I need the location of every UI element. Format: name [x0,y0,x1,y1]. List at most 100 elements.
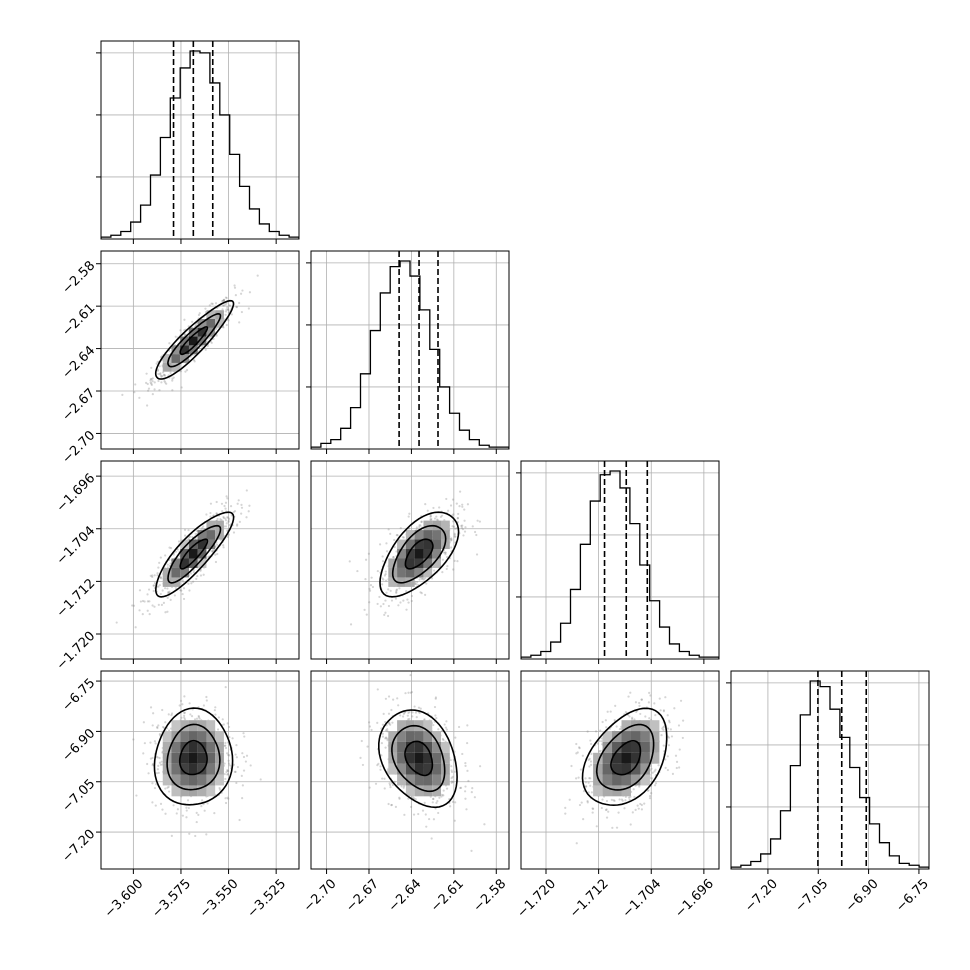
sample-point [224,744,227,747]
sample-point [168,349,171,352]
sample-point [215,334,218,337]
density-cell [414,539,424,550]
sample-point [161,708,164,712]
sample-point [457,512,460,516]
sample-point [179,699,183,702]
sample-point [160,577,163,580]
sample-point [475,553,479,556]
contour-line [179,326,209,356]
sample-point [461,503,464,506]
sample-point [359,756,362,759]
sample-point [398,796,401,799]
sample-point [183,716,186,719]
sample-point [648,717,651,720]
sample-point [395,591,398,594]
sample-point [138,589,142,592]
sample-point [227,520,230,523]
sample-point [435,518,439,521]
density-cell [171,362,181,372]
contour-line [404,740,434,777]
sample-point [371,585,375,589]
x-tick-label: −6.90 [843,876,882,915]
density-cell [405,530,415,540]
sample-point [205,513,208,516]
sample-point [473,796,476,799]
sample-point [163,587,167,590]
sample-point [159,372,162,375]
y-tick-label: −2.58 [60,258,99,297]
x-tick-label: −2.64 [386,876,425,915]
density-cell [432,752,442,764]
sample-point [218,788,222,791]
density-cell [397,774,406,786]
density-cells [162,720,224,797]
density-cell [593,785,603,797]
sample-point [405,589,408,593]
sample-point [640,808,644,811]
sample-point [176,808,180,811]
sample-point [172,376,175,379]
y-tick-label: −2.61 [60,301,99,340]
scatter-panel-2-1 [310,460,510,664]
sample-point [195,820,198,824]
sample-point [182,587,186,590]
density-cell [414,530,424,540]
sample-point [674,754,678,757]
sample-point [639,802,642,806]
sample-point [176,548,179,551]
density-cell [630,731,641,742]
sample-point [394,805,398,808]
sample-point [158,365,161,368]
sample-point [438,506,441,509]
density-cell [162,741,172,753]
density-cell [162,362,172,372]
x-tick-label: −2.61 [428,876,467,915]
density-cell [397,731,406,742]
sample-point [466,503,470,506]
sample-point [171,389,174,392]
sample-point [156,726,159,730]
sample-point [453,533,456,536]
sample-point [227,308,230,312]
contour-line [404,538,434,570]
x-tick-label: −3.600 [102,876,147,921]
sample-point [651,777,654,780]
density-cell [215,318,224,328]
sample-point [377,762,380,765]
sample-point [224,801,228,805]
sample-point [415,716,418,719]
contour-line [154,511,235,598]
sample-point [383,777,386,780]
sample-point [166,563,169,566]
sample-point [384,611,387,614]
sample-point [234,770,237,773]
sample-point [606,710,609,713]
sample-point [181,814,184,817]
sample-point [432,797,435,801]
sample-point [177,540,181,543]
sample-point [138,609,141,612]
sample-point [385,550,389,553]
sample-point [435,717,438,720]
sample-point [181,592,184,596]
sample-point [233,286,237,289]
sample-point [456,517,459,520]
sample-point [237,499,240,502]
sample-point [451,800,455,803]
panel-frame [100,670,300,870]
sample-point [424,503,427,506]
density-cell [640,752,650,764]
sample-point [395,550,398,553]
sample-point [187,529,190,532]
sample-point [452,513,455,516]
sample-point [157,372,160,376]
sample-point [216,517,219,521]
sample-point [235,756,238,759]
sample-point [216,728,220,731]
density-cell [197,785,207,797]
sample-point [422,577,425,580]
density-cell [215,774,224,786]
density-cell [180,539,189,550]
sample-point [161,725,165,729]
density-cell [432,785,442,797]
